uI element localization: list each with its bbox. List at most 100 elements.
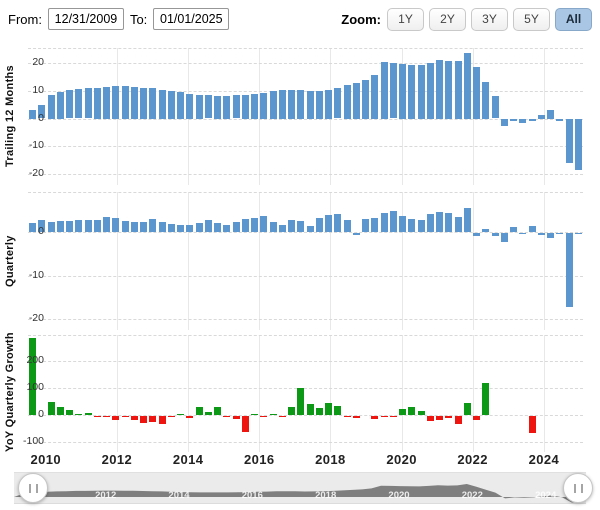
- bar: [510, 119, 517, 122]
- bar: [241, 94, 249, 119]
- plot-top-border: [28, 48, 583, 49]
- bar: [232, 222, 240, 232]
- bar: [223, 415, 231, 417]
- bar: [371, 217, 379, 233]
- horizontal-gridline: [28, 146, 583, 148]
- bar: [556, 232, 564, 234]
- bar: [315, 90, 323, 119]
- bar: [325, 215, 332, 233]
- bar: [574, 232, 582, 235]
- bar: [288, 406, 295, 415]
- bar: [186, 225, 194, 233]
- bar: [417, 65, 425, 119]
- bar: [84, 219, 92, 233]
- bar: [130, 87, 138, 119]
- horizontal-gridline: [28, 232, 583, 234]
- bar: [251, 413, 258, 415]
- bar: [500, 119, 508, 126]
- bar: [75, 413, 83, 415]
- x-axis-year-label: 2022: [457, 452, 488, 467]
- vertical-gridline: [472, 192, 474, 330]
- bar: [426, 62, 434, 119]
- bar: [103, 415, 110, 417]
- plot-top-border: [28, 192, 583, 193]
- navigator-ghost-year-label: 2022: [461, 490, 483, 501]
- to-date-input[interactable]: [153, 8, 230, 30]
- bar: [214, 407, 221, 415]
- bar: [473, 67, 480, 119]
- bar: [399, 409, 406, 415]
- bar: [38, 219, 46, 233]
- bar: [528, 119, 536, 122]
- bar: [315, 408, 323, 415]
- vertical-gridline: [116, 192, 118, 330]
- y-tick-label: 0: [38, 408, 44, 420]
- bar: [269, 221, 277, 232]
- bar: [297, 90, 305, 119]
- vertical-gridline: [259, 192, 261, 330]
- bar: [103, 216, 110, 232]
- bar: [56, 220, 64, 232]
- zoom-button-all[interactable]: All: [555, 7, 592, 31]
- bar: [56, 407, 64, 415]
- bar: [186, 93, 194, 119]
- bar: [491, 96, 499, 119]
- vertical-gridline: [188, 335, 190, 452]
- bar: [204, 412, 212, 415]
- bar: [408, 219, 416, 233]
- bar: [565, 119, 573, 164]
- quarterly-chart: 0 -10 -20: [28, 192, 583, 330]
- navigator-handle-left[interactable]: [18, 473, 48, 503]
- zoom-button-3y[interactable]: 3Y: [471, 7, 508, 31]
- bar: [519, 232, 527, 235]
- horizontal-gridline: [28, 63, 583, 65]
- bar: [454, 415, 462, 425]
- bar: [510, 226, 517, 232]
- bar: [214, 95, 221, 119]
- bar: [278, 89, 286, 119]
- navigator-handle-right[interactable]: [563, 473, 593, 503]
- bar: [399, 63, 406, 119]
- bar: [223, 95, 231, 119]
- bar: [195, 94, 203, 119]
- zoom-button-2y[interactable]: 2Y: [429, 7, 466, 31]
- horizontal-gridline: [28, 173, 583, 175]
- bar: [232, 415, 240, 419]
- zoom-button-5y[interactable]: 5Y: [513, 7, 550, 31]
- from-date-input[interactable]: [47, 8, 124, 30]
- plot-top-border: [28, 335, 583, 336]
- bar: [352, 232, 360, 235]
- y-tick-label: 10: [32, 83, 44, 96]
- bar: [463, 402, 471, 415]
- bar: [93, 219, 101, 233]
- vertical-gridline: [259, 335, 261, 452]
- bar: [66, 409, 73, 415]
- navigator-ghost-year-label: 2014: [168, 490, 190, 501]
- y-tick-label: 20: [32, 56, 44, 69]
- zoom-button-1y[interactable]: 1Y: [387, 7, 424, 31]
- bar: [537, 114, 545, 119]
- bar: [352, 82, 360, 119]
- bar: [47, 401, 55, 415]
- vertical-gridline: [543, 192, 545, 330]
- bar: [436, 211, 443, 233]
- date-range-controls: From: To:: [8, 8, 230, 30]
- bar: [491, 232, 499, 237]
- y-tick-label: 200: [26, 353, 44, 366]
- bar: [445, 213, 453, 232]
- bar: [38, 104, 46, 119]
- horizontal-gridline: [28, 388, 583, 389]
- horizontal-gridline: [28, 442, 583, 443]
- x-axis-year-label: 2024: [528, 452, 560, 467]
- bar: [130, 221, 138, 232]
- bar: [140, 221, 147, 232]
- bar: [251, 93, 258, 119]
- zoom-label: Zoom:: [341, 11, 381, 27]
- bar: [380, 212, 388, 233]
- bar: [112, 217, 120, 233]
- y-axis-title-yoy-quarterly-growth: YoY Quarterly Growth: [4, 332, 16, 453]
- y-tick-label: 0: [38, 111, 44, 124]
- bar: [278, 224, 286, 232]
